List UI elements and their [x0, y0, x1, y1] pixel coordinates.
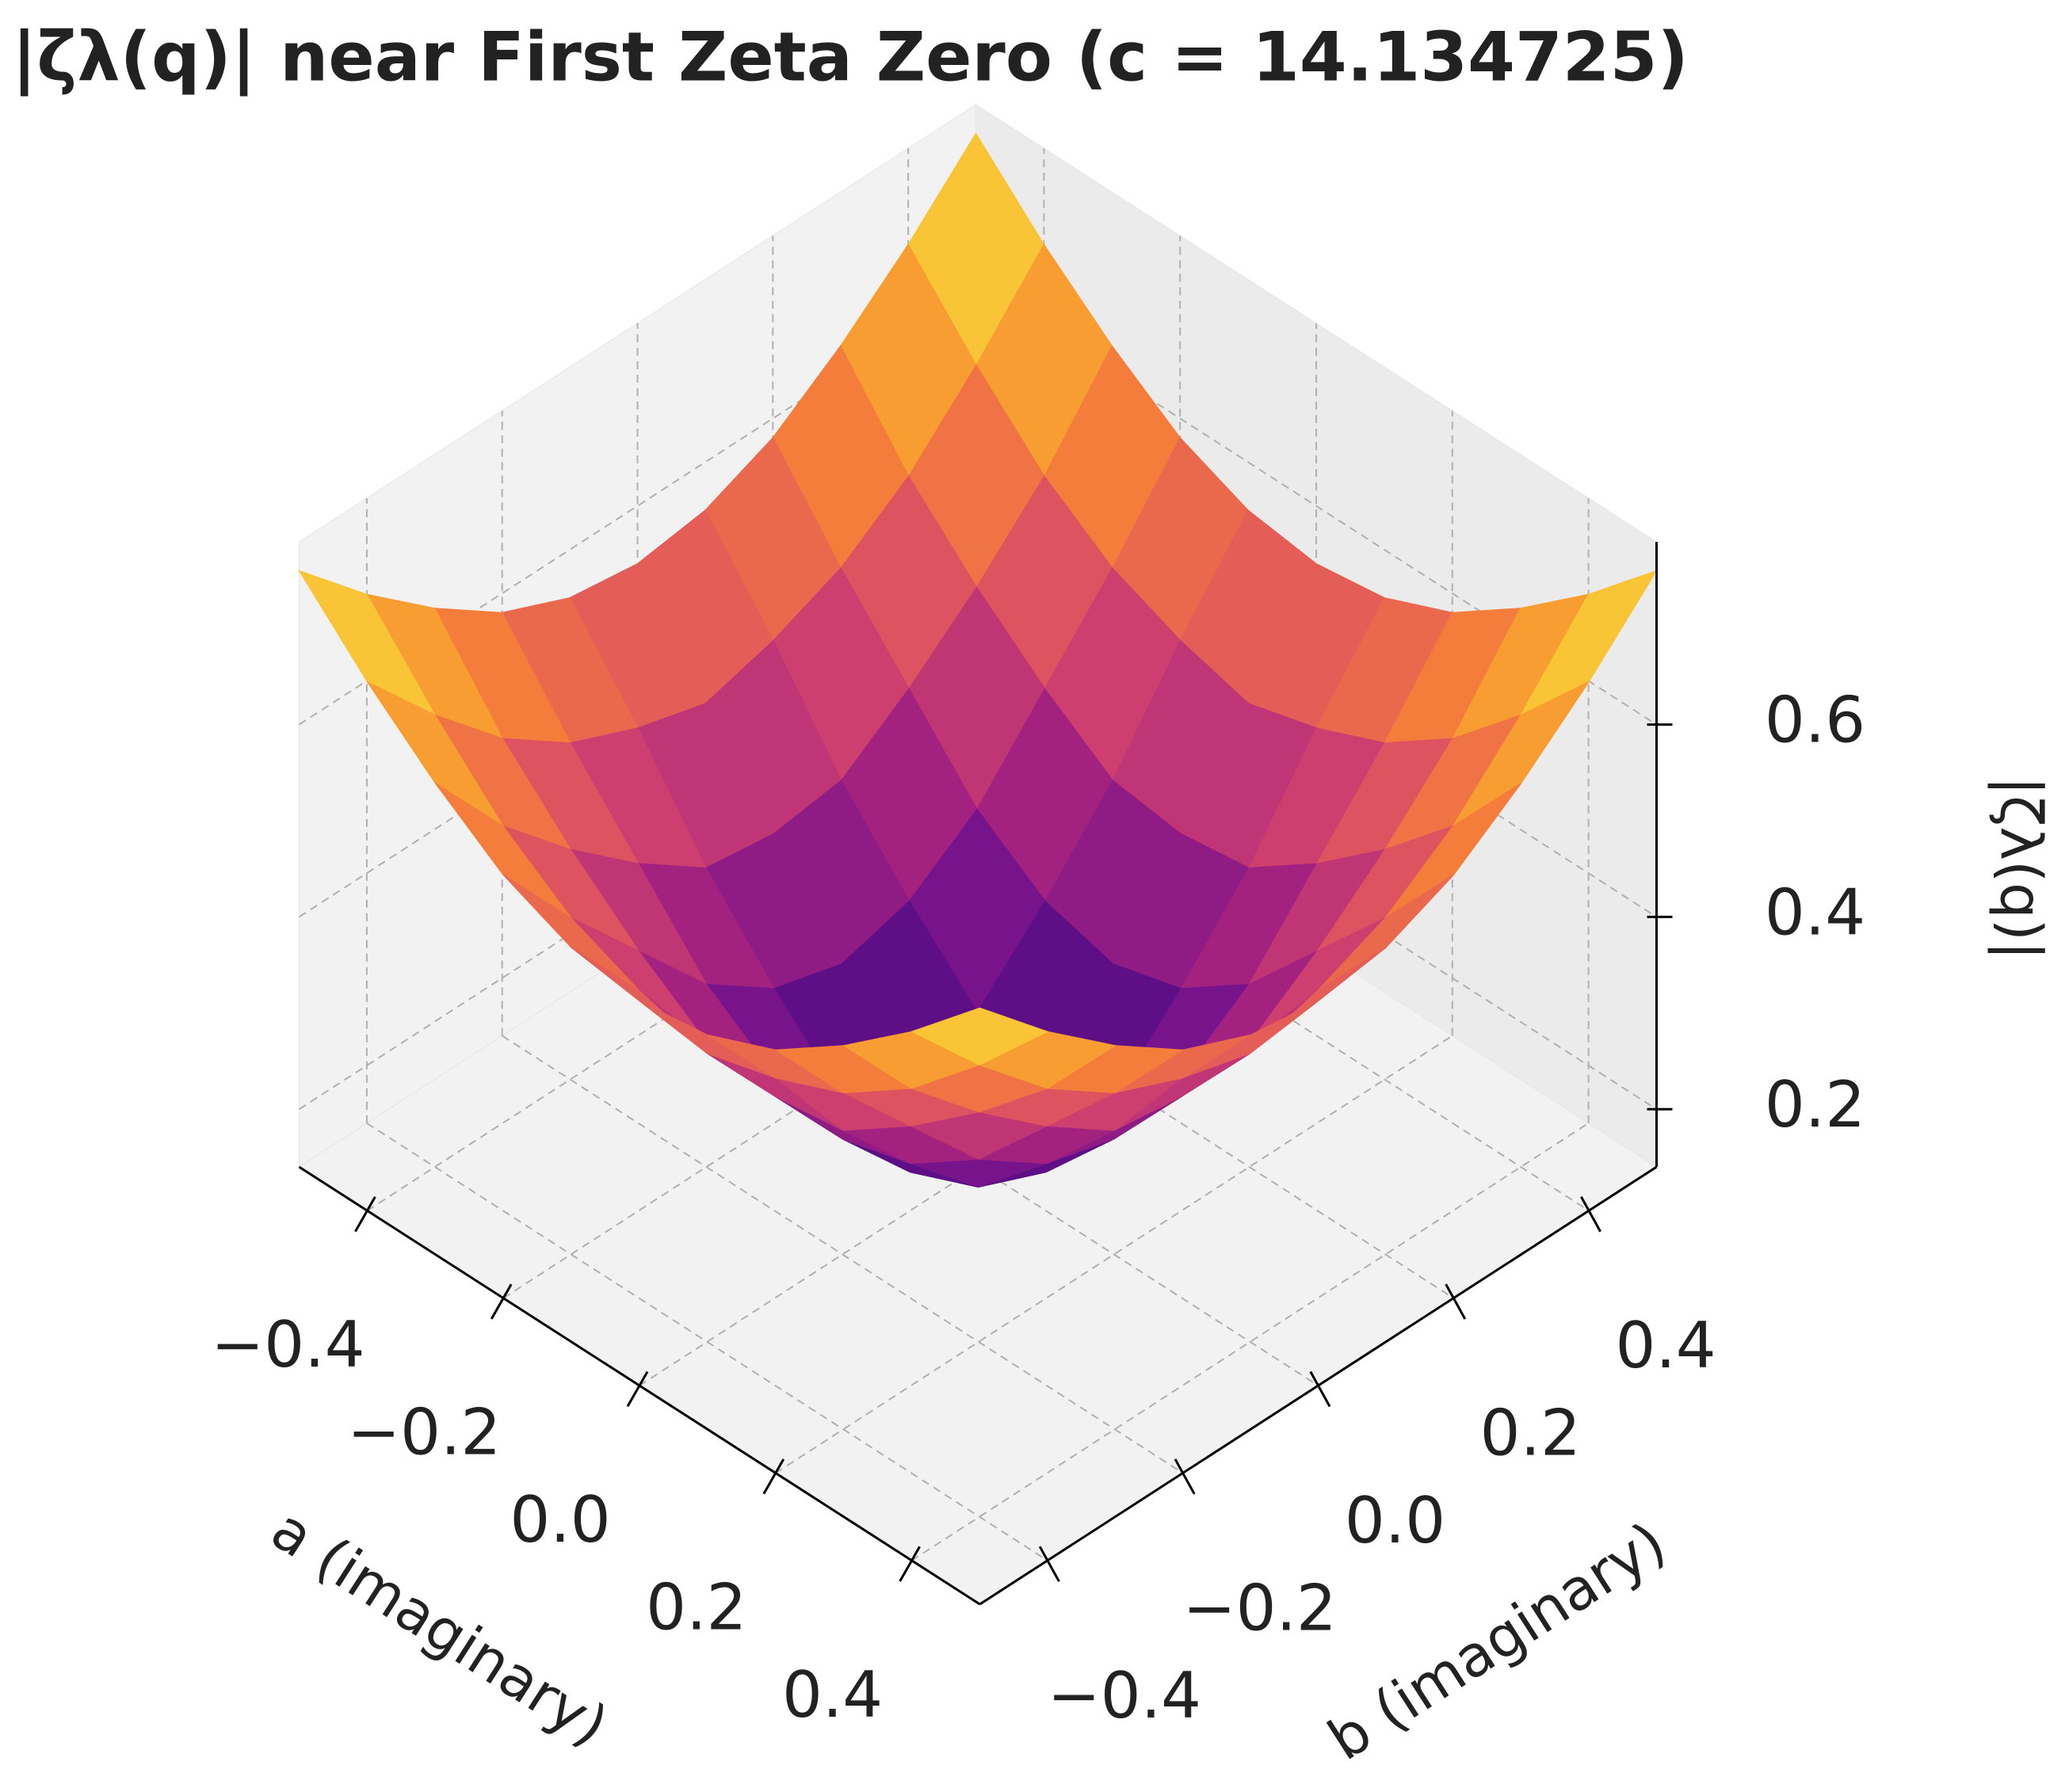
y-tick-label: −0.2	[1183, 1571, 1337, 1645]
tick-mark	[899, 1546, 921, 1582]
x-tick-label: −0.4	[211, 1308, 365, 1382]
grid-line	[366, 1122, 1048, 1561]
y-tick-label: −0.4	[1048, 1659, 1201, 1733]
tick-mark	[1309, 1371, 1331, 1408]
tick-mark	[626, 1371, 649, 1407]
grid-line	[502, 1035, 1184, 1474]
x-tick-label: 0.0	[510, 1483, 610, 1557]
z-tick-label: 0.4	[1765, 875, 1865, 949]
tick-mark	[490, 1283, 513, 1320]
tick-mark	[1580, 1195, 1601, 1233]
x-tick-label: 0.2	[646, 1570, 746, 1644]
y-tick-label: 0.2	[1480, 1397, 1581, 1470]
tick-mark	[762, 1458, 785, 1495]
z-tick-label: 0.2	[1765, 1068, 1865, 1142]
tick-mark	[1038, 1546, 1060, 1582]
z-tick-label: 0.6	[1765, 684, 1865, 757]
surface-cell	[910, 1007, 1049, 1066]
z-axis-label: |ζλ(q)|	[1987, 776, 2054, 960]
tick-mark	[1174, 1458, 1196, 1495]
y-tick-label: 0.4	[1615, 1309, 1716, 1382]
chart-title: |ζλ(q)| near First Zeta Zero (c = 14.134…	[12, 17, 1689, 97]
tick-mark	[1445, 1283, 1467, 1320]
x-tick-label: 0.4	[782, 1658, 883, 1732]
tick-mark	[354, 1195, 376, 1233]
y-tick-label: 0.0	[1345, 1484, 1445, 1558]
x-tick-label: −0.2	[347, 1396, 501, 1470]
